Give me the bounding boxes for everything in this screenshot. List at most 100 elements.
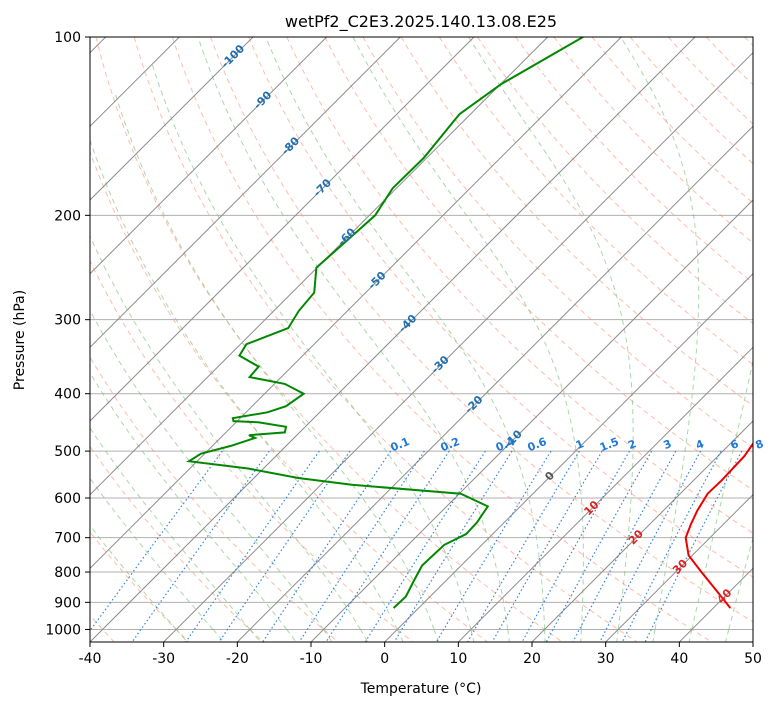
mixing-ratio-line — [90, 450, 223, 632]
moist-adiabat — [652, 629, 656, 642]
dry-adiabat — [133, 37, 638, 642]
moist-adiabat — [359, 629, 369, 642]
moist-adiabat — [90, 524, 177, 630]
y-tick-label: 700 — [54, 531, 81, 547]
isotherm — [236, 125, 753, 642]
mixing-ratio-line — [599, 450, 702, 642]
x-tick-label: -20 — [226, 651, 249, 667]
x-tick-label: 30 — [597, 651, 615, 667]
mixing-ratio-line — [572, 450, 677, 642]
moist-adiabat — [90, 371, 288, 630]
isotherm — [384, 272, 753, 642]
mixing-ratio-label: 3 — [661, 437, 673, 452]
isotherm — [90, 37, 328, 275]
moist-adiabat — [352, 37, 584, 630]
moist-adiabat — [175, 629, 188, 642]
dry-adiabat — [95, 37, 563, 642]
plot-frame — [89, 36, 754, 643]
y-tick-label: 800 — [54, 565, 81, 581]
dry-adiabat — [477, 37, 753, 325]
x-tick-label: 40 — [670, 651, 688, 667]
isotherm — [531, 420, 753, 642]
isotherm — [90, 37, 401, 349]
moist-adiabat — [620, 37, 700, 630]
mixing-ratio-line — [218, 450, 351, 642]
mixing-ratio-line — [298, 450, 425, 642]
moist-adiabat — [507, 629, 510, 642]
y-axis-title: Pressure (hPa) — [12, 290, 28, 390]
moist-adiabat — [725, 629, 730, 642]
temperature-profile-line — [684, 441, 753, 609]
mixing-ratio-line — [393, 450, 513, 642]
moist-adiabat — [90, 427, 251, 630]
dry-adiabat — [438, 37, 753, 366]
y-tick-label: 1000 — [45, 622, 81, 638]
x-tick-label: 0 — [380, 651, 389, 667]
y-tick-label: 600 — [54, 491, 81, 507]
y-tick-label: 100 — [54, 30, 81, 46]
moist-adiabat — [688, 629, 693, 642]
mixing-ratio-line — [521, 450, 631, 642]
moist-adiabat — [470, 629, 475, 642]
moist-adiabat — [90, 477, 214, 630]
x-axis-title: Temperature (°C) — [360, 681, 482, 697]
moist-adiabat — [90, 234, 361, 630]
moist-adiabat — [580, 629, 582, 642]
background-lines — [90, 37, 753, 642]
dry-adiabat — [210, 37, 753, 623]
x-tick-label: -10 — [300, 651, 323, 667]
y-tick-label: 300 — [54, 313, 81, 329]
axes: -40 -30 -20 -10 0 10 20 30 40 50 100 200 300 400 500 60… — [45, 30, 762, 667]
isotherm — [605, 493, 753, 642]
x-tick-label: -40 — [79, 651, 102, 667]
moist-adiabat — [616, 629, 619, 642]
mixing-ratio-label: 2 — [626, 437, 638, 452]
dry-adiabat — [400, 37, 753, 407]
isotherm — [90, 37, 254, 201]
moist-adiabat — [323, 629, 333, 642]
x-tick-label: 20 — [523, 651, 541, 667]
x-tick-label: 50 — [744, 651, 762, 667]
x-tick-label: -30 — [152, 651, 175, 667]
mixing-ratio-line — [491, 450, 603, 642]
plot-area — [90, 37, 753, 642]
isotherm — [90, 37, 549, 496]
isotherm — [90, 37, 696, 642]
moist-adiabat — [90, 138, 398, 630]
mixing-ratio-line — [621, 450, 722, 642]
mixing-ratio-line — [545, 450, 653, 642]
moist-adiabat — [468, 37, 634, 630]
dry-adiabat — [90, 531, 190, 642]
x-tick-label: 10 — [449, 651, 467, 667]
dry-adiabat — [248, 37, 753, 578]
y-tick-label: 200 — [54, 208, 81, 224]
moist-adiabat — [249, 629, 261, 642]
mixing-ratio-line — [185, 450, 320, 642]
moist-adiabat — [212, 629, 225, 642]
mixing-ratio-label: 8 — [754, 437, 766, 452]
dry-adiabat — [591, 37, 753, 204]
mixing-ratio-label: 1 — [574, 437, 586, 452]
isotherm — [457, 346, 753, 642]
moist-adiabat — [286, 629, 297, 642]
moist-adiabat — [115, 94, 435, 630]
chart-title: wetPf2_C2E3.2025.140.13.08.E25 — [285, 12, 557, 32]
dry-adiabat — [515, 37, 753, 284]
isotherm — [90, 37, 622, 570]
dry-adiabat — [629, 37, 753, 165]
dry-adiabat — [362, 37, 753, 449]
isotherm — [310, 199, 753, 642]
y-tick-label: 400 — [54, 387, 81, 403]
y-tick-label: 500 — [54, 444, 81, 460]
dry-adiabat — [171, 37, 712, 642]
y-tick-label: 900 — [54, 595, 81, 611]
isotherm — [90, 37, 475, 422]
mixing-ratio-line — [262, 450, 392, 642]
isotherm — [163, 51, 753, 642]
moist-adiabat — [396, 629, 404, 642]
mixing-ratio-line — [644, 450, 743, 642]
moist-adiabat — [197, 37, 509, 630]
dewpoint-profile-line — [186, 37, 584, 609]
moist-adiabat — [150, 61, 472, 630]
